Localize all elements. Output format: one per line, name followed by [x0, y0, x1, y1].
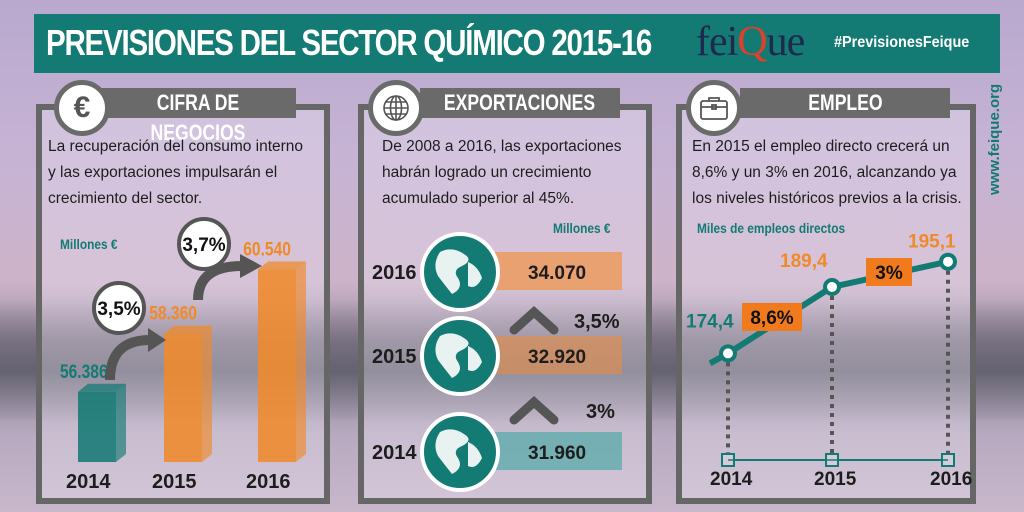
- data-point: [823, 277, 841, 296]
- bar-top: [258, 261, 306, 270]
- year-label: 2014: [66, 471, 111, 493]
- unit-label: Millones €: [553, 220, 611, 236]
- year-label: 2014: [372, 442, 417, 464]
- growth-label: 3%: [586, 401, 615, 423]
- growth-badge: [177, 217, 231, 271]
- bar: [258, 269, 296, 462]
- panel-title: EMPLEO: [740, 88, 950, 118]
- continent-shape: [435, 249, 482, 294]
- continent-shape: [435, 333, 482, 378]
- logo-q: Q: [737, 19, 767, 65]
- year-label: 2016: [246, 471, 291, 493]
- up-chevron-icon: [509, 395, 559, 425]
- briefcase-glyph: [700, 97, 728, 120]
- bar-top: [164, 325, 212, 334]
- value-label: 32.920: [528, 347, 586, 368]
- value-label: 58.360: [149, 302, 197, 324]
- growth-label: 8,6%: [750, 308, 793, 329]
- axis-tick: [721, 453, 735, 467]
- continent-shape: [435, 429, 482, 474]
- bar: [490, 432, 622, 470]
- value-label: 60.540: [243, 238, 291, 260]
- feique-logo: feiQue: [696, 18, 806, 66]
- globe-icon: [368, 80, 424, 136]
- growth-arrow: [105, 335, 151, 381]
- year-label: 2016: [372, 262, 417, 284]
- year-label: 2015: [152, 471, 197, 493]
- growth-badge: [742, 303, 802, 331]
- year-label: 2014: [710, 469, 753, 490]
- arrow-head: [148, 328, 166, 352]
- data-point: [719, 344, 737, 363]
- bar: [164, 333, 202, 462]
- globe-glyph: [383, 95, 409, 121]
- logo-text-end: ue: [766, 19, 806, 65]
- bar: [490, 252, 622, 290]
- year-label: 2015: [814, 469, 857, 490]
- axis-tick: [825, 453, 839, 467]
- data-point: [939, 252, 957, 271]
- header-banner: PREVISIONES DEL SECTOR QUÍMICO 2015-16 f…: [34, 14, 1000, 73]
- growth-label: 3,7%: [182, 235, 225, 256]
- briefcase-icon: [686, 80, 742, 136]
- bar-side: [116, 383, 126, 462]
- panel-title: EXPORTACIONES: [420, 88, 620, 118]
- value-label: 31.960: [528, 443, 586, 464]
- growth-label: 3,5%: [97, 299, 140, 320]
- hashtag: #PrevisionesFeique: [834, 34, 970, 51]
- panel-description: En 2015 el empleo directo crecerá un 8,6…: [692, 138, 962, 207]
- growth-label: 3%: [875, 263, 903, 284]
- arrow-head: [240, 254, 262, 278]
- euro-icon: €: [54, 80, 110, 136]
- year-label: 2015: [372, 346, 417, 368]
- bar-side: [296, 261, 306, 462]
- euro-glyph: €: [73, 91, 91, 124]
- panel-description: De 2008 a 2016, las exportaciones habrán…: [382, 138, 622, 207]
- page-title: PREVISIONES DEL SECTOR QUÍMICO 2015-16: [46, 22, 652, 63]
- panel-title-text: CIFRA DE NEGOCIOS: [150, 90, 246, 145]
- panel-title: CIFRA DE NEGOCIOS: [100, 88, 296, 145]
- unit-label: Miles de empleos directos: [697, 220, 846, 236]
- value-label: 56.386: [60, 360, 108, 382]
- value-label: 189,4: [780, 251, 828, 272]
- axis-tick: [941, 453, 955, 467]
- value-label: 195,1: [908, 232, 956, 253]
- growth-badge: [92, 281, 146, 335]
- bar-top: [78, 383, 126, 392]
- bar: [78, 391, 116, 462]
- growth-badge: [866, 258, 912, 286]
- up-chevron-icon: [509, 305, 559, 335]
- growth-arrow: [193, 261, 243, 301]
- growth-label: 3,5%: [574, 311, 620, 333]
- value-label: 34.070: [528, 263, 586, 284]
- bar-side: [202, 325, 212, 462]
- logo-text: fei: [696, 19, 738, 65]
- panel-description: La recuperación del consumo interno y la…: [48, 138, 304, 207]
- panel-title-text: EXPORTACIONES: [444, 90, 596, 115]
- year-label: 2016: [930, 469, 972, 490]
- bar: [490, 336, 622, 374]
- panel-title-text: EMPLEO: [807, 90, 883, 115]
- value-label: 174,4: [686, 311, 734, 332]
- unit-label: Millones €: [60, 236, 118, 252]
